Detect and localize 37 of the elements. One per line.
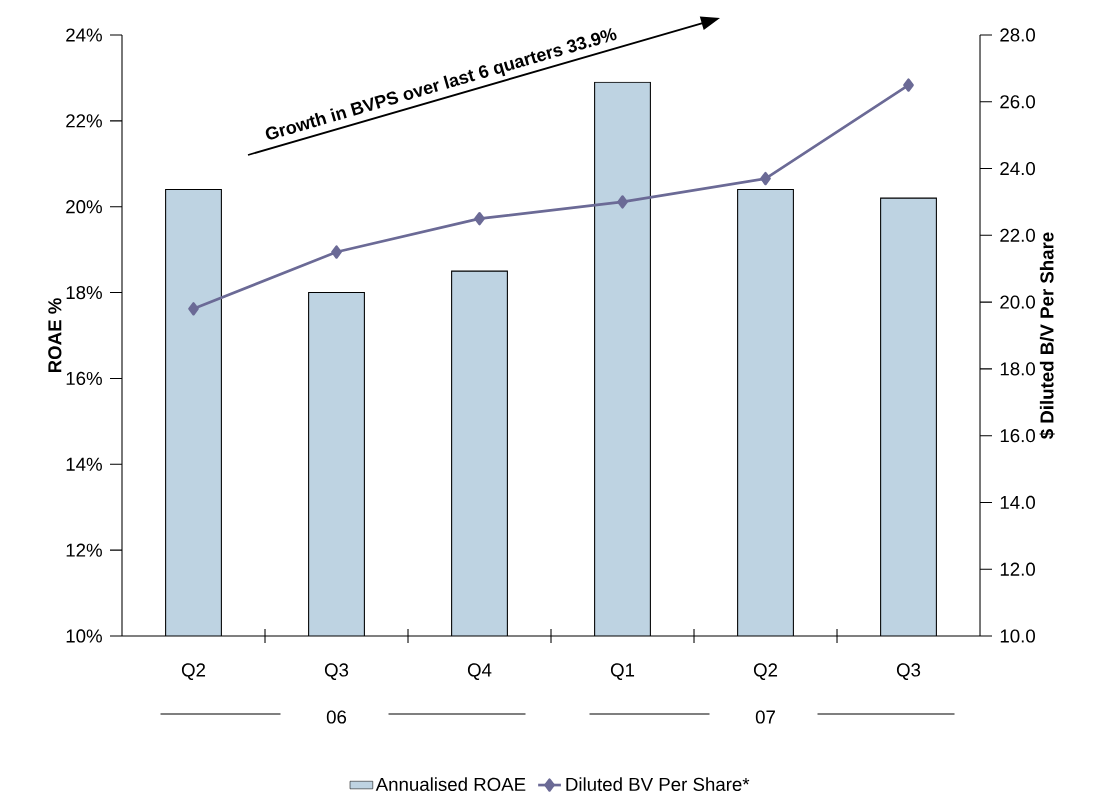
- y2-tick-label: 16.0: [1000, 429, 1035, 443]
- y-tick-label: 16%: [66, 371, 102, 386]
- point: [474, 211, 485, 226]
- point: [617, 195, 628, 209]
- legend-label: Annualised ROAE: [375, 777, 526, 791]
- y-tick-label: 18%: [66, 285, 102, 300]
- y2-tick-label: 10.0: [1000, 629, 1035, 643]
- point: [760, 171, 771, 186]
- y2-tick-label: 26.0: [1000, 95, 1035, 109]
- y-axis-title: ROAE %: [48, 298, 62, 373]
- text: 07: [755, 710, 775, 724]
- y2-tick-label: 18.0: [1000, 362, 1035, 376]
- y-tick-label: 22%: [66, 114, 102, 128]
- legend-label: Diluted BV Per Share*: [566, 777, 750, 791]
- y2-axis-title: $ Diluted B/V Per Share: [1039, 232, 1055, 439]
- point: [903, 78, 914, 92]
- y-tick-label: 20%: [66, 200, 102, 214]
- y-tick-label: 12%: [66, 543, 102, 557]
- y-tick-label: 14%: [66, 457, 102, 471]
- y2-tick-label: 14.0: [1000, 495, 1035, 510]
- annotation: Growth in BVPS over last 6 quarters 33.9%: [265, 28, 617, 140]
- y-tick-label: 10%: [66, 629, 102, 643]
- text: 06: [326, 710, 347, 724]
- x-tick-label: Q4: [467, 663, 492, 680]
- point: [188, 302, 199, 316]
- y2-tick-label: 12.0: [1000, 562, 1035, 576]
- y-tick-label: 24%: [66, 28, 102, 42]
- x-tick-label: Q1: [610, 663, 635, 680]
- y2-tick-label: 24.0: [1000, 161, 1035, 176]
- y2-tick-label: 20.0: [1000, 295, 1035, 309]
- x-tick-label: Q2: [753, 663, 778, 680]
- y2-tick-label: 28.0: [1000, 28, 1035, 42]
- x-tick-label: Q2: [181, 663, 206, 680]
- x-tick-label: Q3: [896, 663, 921, 680]
- point: [331, 245, 342, 259]
- y2-tick-label: 22.0: [1000, 228, 1035, 242]
- x-tick-label: Q3: [324, 663, 349, 680]
